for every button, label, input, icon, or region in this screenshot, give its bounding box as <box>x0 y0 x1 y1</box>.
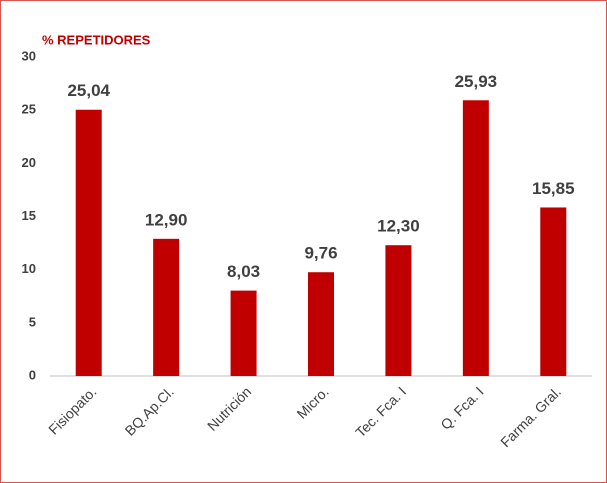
value-label: 12,90 <box>145 210 188 229</box>
bar <box>540 207 567 376</box>
bar <box>462 100 489 377</box>
y-tick-label: 25 <box>22 102 36 117</box>
bar <box>308 272 334 376</box>
value-label: 25,93 <box>455 72 498 91</box>
bar <box>230 290 257 376</box>
y-tick-label: 30 <box>22 48 36 63</box>
chart-title: % REPETIDORES <box>42 32 151 47</box>
value-label: 9,76 <box>304 244 337 263</box>
y-tick-label: 5 <box>29 314 36 329</box>
y-tick-label: 10 <box>22 261 36 276</box>
value-label: 15,85 <box>532 179 575 198</box>
bar <box>75 109 102 376</box>
value-label: 25,04 <box>67 81 110 100</box>
value-label: 8,03 <box>227 262 260 281</box>
value-label: 12,30 <box>377 217 420 236</box>
y-tick-label: 15 <box>22 208 36 223</box>
bar <box>385 245 412 376</box>
y-tick-label: 20 <box>22 155 36 170</box>
bar <box>153 238 180 376</box>
y-tick-label: 0 <box>29 367 36 382</box>
